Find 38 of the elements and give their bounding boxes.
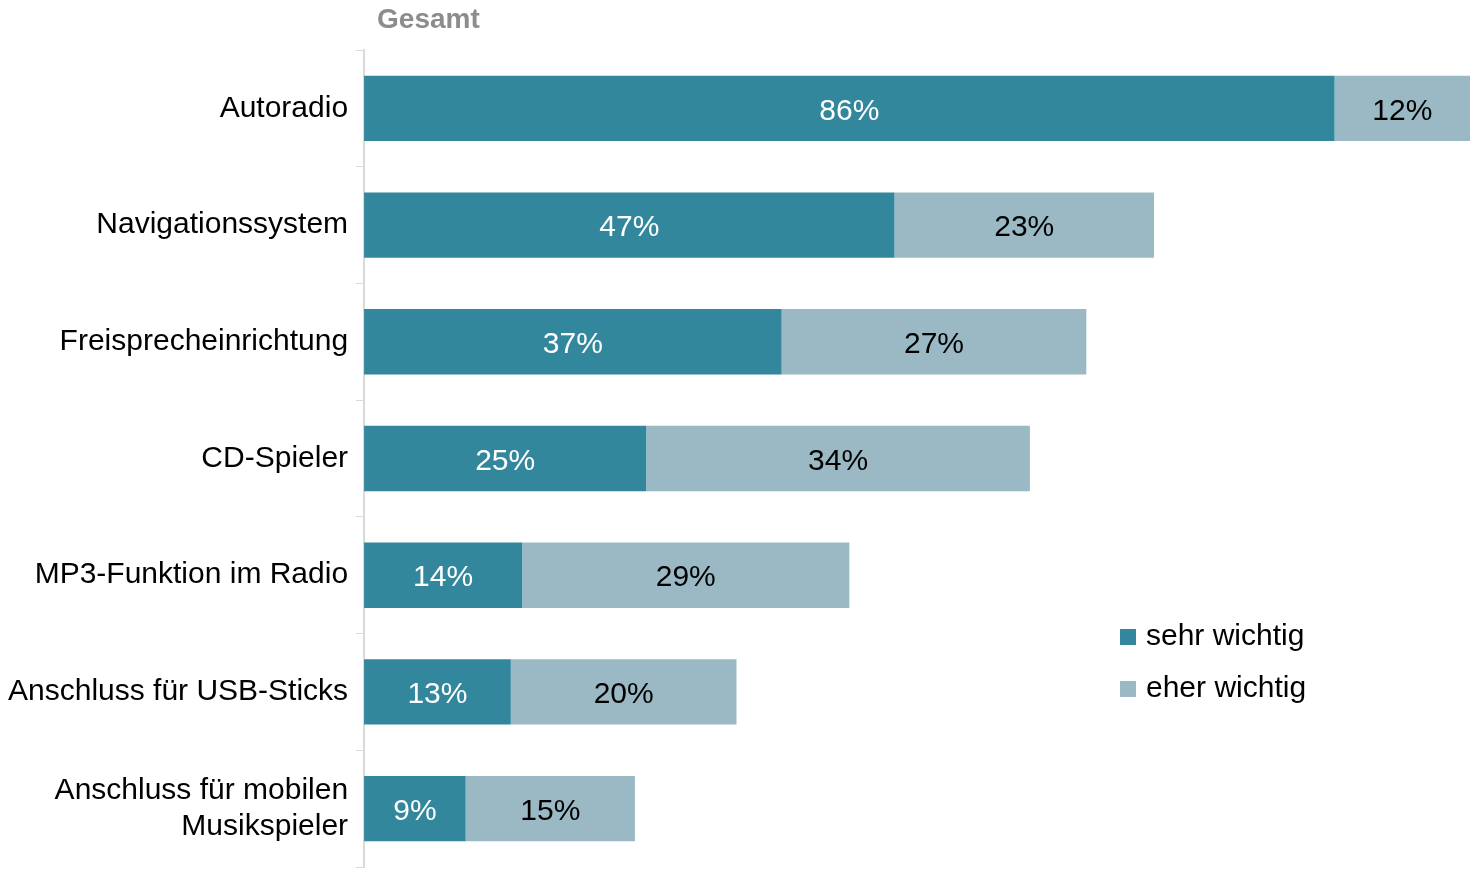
data-label: 29% — [655, 559, 716, 593]
data-label: 23% — [994, 209, 1055, 243]
bar — [781, 309, 1087, 375]
data-label: 34% — [808, 442, 869, 476]
y-tick-label: Navigationssystem — [96, 206, 349, 240]
bar — [522, 542, 850, 608]
data-label: 27% — [903, 326, 964, 360]
legend-label: eher wichtig — [1146, 670, 1307, 704]
data-label: 20% — [593, 676, 654, 710]
data-label: 12% — [1372, 92, 1433, 126]
chart-title: Gesamt — [377, 2, 480, 34]
bar — [646, 425, 1030, 492]
data-label: 47% — [599, 209, 660, 243]
bar — [364, 309, 782, 375]
bar — [364, 425, 647, 492]
bar — [894, 192, 1155, 258]
bar — [364, 192, 895, 258]
bar — [364, 775, 466, 842]
y-tick-label: MP3-Funktion im Radio — [34, 556, 349, 590]
bar — [510, 659, 737, 725]
y-tick-label: Autoradio — [219, 89, 349, 123]
y-tick-label: Anschluss für mobilen Musikspieler — [54, 771, 349, 841]
data-label: 13% — [407, 676, 468, 710]
data-label: 25% — [475, 442, 536, 476]
bar — [364, 659, 511, 725]
y-tick-label: Freisprecheinrichtung — [59, 323, 349, 357]
data-label: 9% — [393, 792, 437, 826]
y-tick-label: CD-Spieler — [201, 439, 349, 473]
bar — [364, 542, 523, 608]
y-tick-label: Anschluss für USB-Sticks — [8, 673, 349, 707]
legend-label: sehr wichtig — [1146, 618, 1305, 652]
data-label: 15% — [520, 792, 581, 826]
data-label: 14% — [413, 559, 474, 593]
bar — [1334, 75, 1470, 142]
data-label: 37% — [542, 326, 603, 360]
data-label: 86% — [819, 92, 880, 126]
bar — [364, 75, 1335, 142]
bar — [465, 775, 635, 842]
